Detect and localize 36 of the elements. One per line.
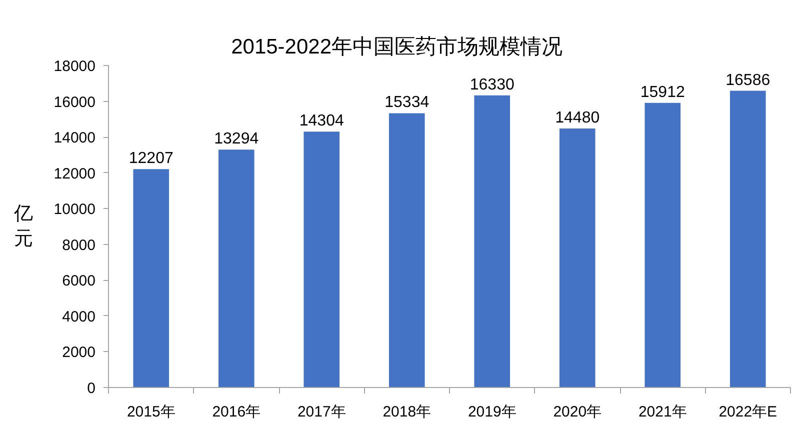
- x-tick-label: 2015年: [126, 404, 176, 420]
- x-tick-label: 2017年: [297, 404, 346, 420]
- y-tick-label: 4000: [62, 308, 96, 326]
- y-tick-label: 6000: [62, 272, 96, 290]
- data-label: 12207: [128, 150, 174, 168]
- bar: [218, 150, 254, 388]
- y-axis-title: 亿元: [12, 203, 33, 250]
- x-tick-label: 2019年: [468, 404, 516, 420]
- bar: [474, 95, 510, 388]
- data-label: 15334: [384, 94, 430, 112]
- data-label: 14480: [555, 109, 600, 126]
- x-tick-label: 2022年E: [718, 404, 778, 420]
- data-label: 15912: [640, 84, 685, 101]
- bar: [644, 102, 681, 388]
- bar: [133, 169, 170, 388]
- bar: [388, 113, 425, 388]
- y-tick-label: 8000: [62, 236, 96, 254]
- data-label: 16586: [726, 72, 770, 89]
- y-tick-label: 10000: [54, 201, 96, 218]
- bar: [304, 132, 340, 388]
- data-label: 16330: [470, 76, 514, 94]
- y-tick-label: 16000: [54, 94, 96, 111]
- chart-title: 2015-2022年中国医药市场规模情况: [231, 36, 563, 58]
- y-tick-label: 12000: [54, 165, 96, 182]
- data-label: 14304: [299, 112, 344, 130]
- bar: [559, 128, 596, 388]
- y-tick-label: 18000: [54, 58, 96, 75]
- x-tick-label: 2018年: [382, 404, 432, 420]
- x-tick-label: 2016年: [212, 404, 261, 420]
- y-tick-label: 2000: [62, 344, 96, 362]
- bar: [730, 90, 766, 388]
- data-label: 13294: [214, 130, 259, 148]
- y-tick-label: 14000: [54, 130, 96, 147]
- y-tick-label: 0: [87, 380, 96, 397]
- x-tick-label: 2021年: [638, 404, 687, 420]
- x-tick-label: 2020年: [553, 404, 602, 420]
